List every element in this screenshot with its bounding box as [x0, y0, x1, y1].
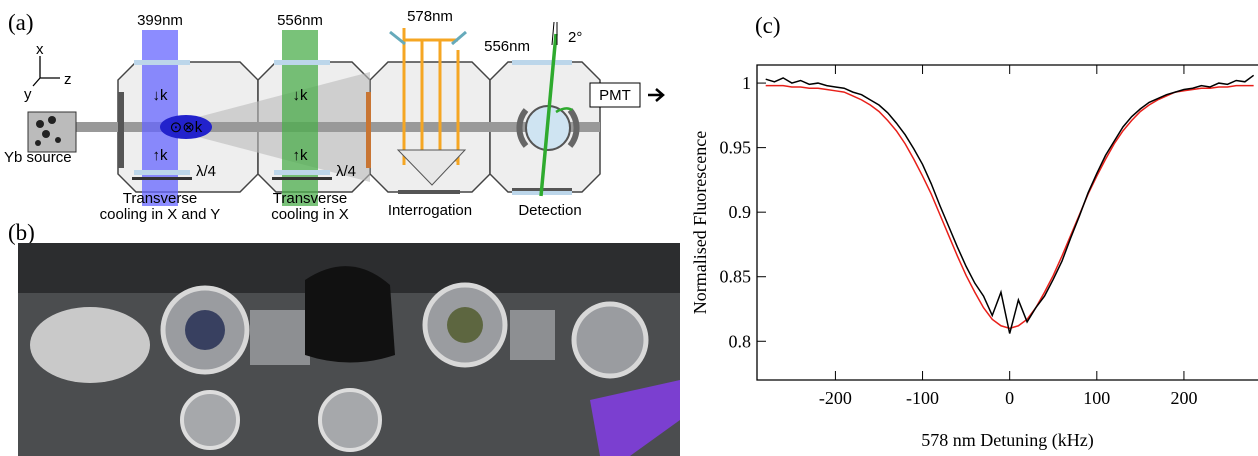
x-tick-label: 200 — [1170, 388, 1197, 408]
pmt-box — [589, 82, 641, 108]
cloud — [160, 115, 212, 139]
wavelength: 578nm — [407, 8, 453, 25]
stage-label: cooling in X — [271, 206, 349, 223]
fluorescence — [555, 107, 573, 114]
k-label: ↓k — [293, 87, 309, 104]
foil — [30, 307, 150, 383]
wall — [118, 92, 124, 168]
panel-label: (c) — [755, 13, 781, 38]
k-label: ↓k — [153, 87, 169, 104]
window — [512, 60, 572, 65]
panel-label: (b) — [8, 220, 35, 245]
laser-578 — [402, 28, 460, 165]
atomic-beam — [76, 122, 600, 132]
frame — [756, 64, 1258, 381]
y-tick-label: 0.85 — [720, 267, 752, 287]
axes-arrows — [32, 56, 60, 87]
k-label: ↑k — [153, 147, 169, 164]
flange — [318, 388, 382, 452]
window — [134, 60, 190, 65]
mirror — [451, 30, 467, 46]
viewport — [447, 307, 483, 343]
mirror — [132, 177, 192, 180]
panel-label: (a) — [8, 10, 34, 35]
mirror — [272, 177, 332, 180]
x-tick-label: -200 — [819, 388, 852, 408]
y-tick-label: 0.9 — [729, 202, 752, 222]
flange — [180, 390, 240, 450]
x-tick-label: 100 — [1083, 388, 1110, 408]
source-dot — [48, 116, 56, 124]
waveplate — [134, 170, 190, 175]
nipple — [510, 310, 555, 360]
diagram — [27, 21, 665, 206]
laser-556 — [282, 30, 318, 206]
flange — [571, 301, 649, 379]
prism — [396, 149, 467, 186]
angle-ref — [551, 21, 555, 46]
data-line — [765, 84, 1254, 330]
mirror — [389, 30, 406, 46]
k-label: ⊙⊗k — [170, 119, 203, 136]
wavelength: 556nm — [277, 12, 323, 29]
y-tick-label: 0.8 — [729, 331, 752, 351]
source-dot — [36, 120, 44, 128]
chart: 0.8 0.85 0.9 0.95 1 -200 -100 0 100 200 578 nm Det… — [690, 64, 1258, 451]
stage-label: Transverse — [273, 190, 347, 207]
purple-mount — [590, 380, 680, 456]
arrow — [648, 88, 665, 102]
photo — [18, 243, 680, 456]
viewport — [185, 310, 225, 350]
stage-label: Interrogation — [388, 202, 472, 219]
source-dot — [35, 140, 41, 146]
x-tick-label: 0 — [1005, 388, 1014, 408]
waveplate — [274, 170, 330, 175]
nipple — [250, 310, 310, 365]
stage-label: Transverse — [123, 190, 197, 207]
window — [274, 60, 330, 65]
source-dot — [42, 130, 50, 138]
y-tick-label: 0.95 — [720, 138, 752, 158]
stage-label: cooling in X and Y — [100, 206, 221, 223]
wall — [366, 92, 371, 168]
k-label: ↑k — [293, 147, 309, 164]
waveplate-label: λ/4 — [336, 163, 356, 180]
y-tick-label: 1 — [742, 73, 751, 93]
wavelength: 556nm — [484, 38, 530, 55]
wavelength: 399nm — [137, 12, 183, 29]
collector — [516, 108, 580, 148]
source-label: Yb source — [4, 149, 72, 166]
x-axis-label: 578 nm Detuning (kHz) — [921, 430, 1093, 451]
cloth — [305, 266, 395, 363]
angle: 2° — [568, 29, 582, 46]
stage-label: Detection — [518, 202, 581, 219]
detection-laser — [539, 33, 558, 197]
x-tick-label: -100 — [906, 388, 939, 408]
pmt-label: PMT — [599, 87, 631, 104]
data-line — [765, 74, 1255, 334]
axis-y: y — [24, 86, 32, 103]
y-axis-label: Normalised Fluorescence — [690, 131, 710, 314]
axis-z: z — [64, 71, 72, 88]
axis-x: x — [36, 41, 44, 58]
plate — [398, 190, 460, 194]
source-dot — [55, 137, 61, 143]
waveplate-label: λ/4 — [196, 163, 216, 180]
